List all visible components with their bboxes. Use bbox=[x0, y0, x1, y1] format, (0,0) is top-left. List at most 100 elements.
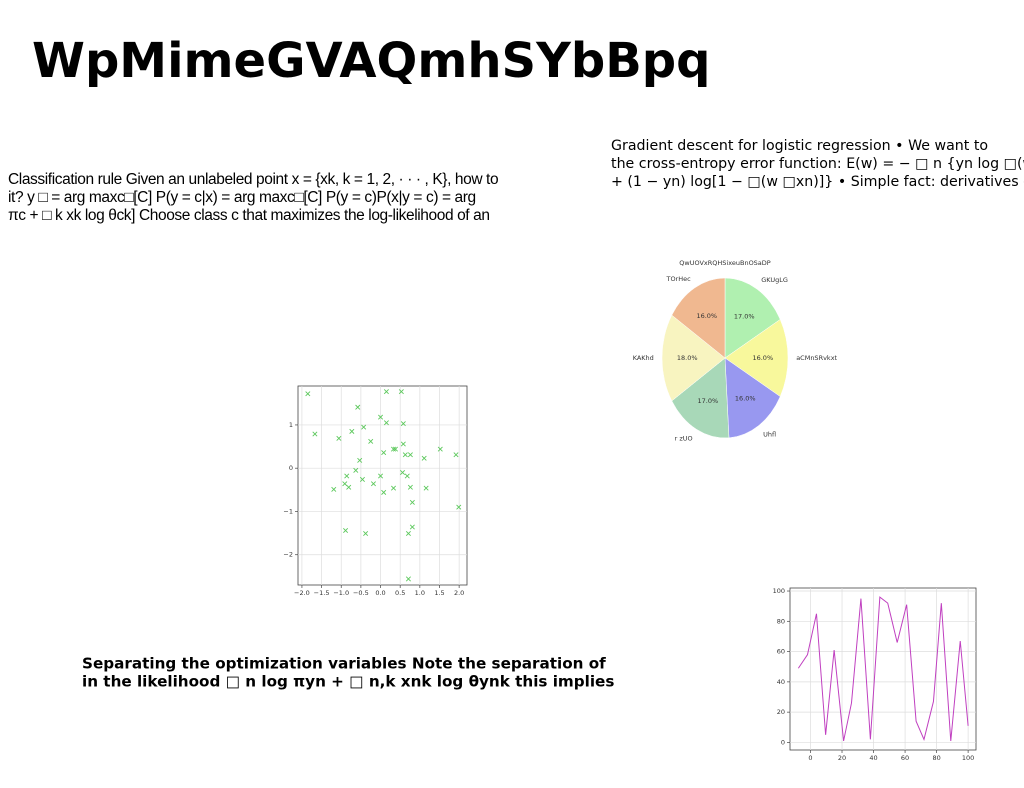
data-line bbox=[797, 596, 969, 742]
slice-label: KAKhd bbox=[633, 354, 654, 362]
scatter-point bbox=[361, 424, 367, 430]
paragraph-line: πc + □ k xk log θck] Choose class c that… bbox=[8, 207, 490, 224]
scatter-point bbox=[378, 473, 384, 479]
scatter-point bbox=[400, 441, 406, 447]
scatter-point bbox=[402, 452, 408, 458]
scatter-point bbox=[409, 524, 415, 530]
slice-value-label: 17.0% bbox=[698, 397, 719, 405]
y-tick-label: 80 bbox=[777, 617, 785, 625]
scatter-point bbox=[363, 531, 369, 537]
x-tick-label: −2.0 bbox=[294, 589, 310, 597]
scatter-point bbox=[378, 414, 384, 420]
scatter-point bbox=[383, 420, 389, 426]
scatter-point bbox=[423, 485, 429, 491]
scatter-point bbox=[357, 457, 363, 463]
scatter-point bbox=[400, 470, 406, 476]
x-tick-label: −1.0 bbox=[333, 589, 349, 597]
scatter-point bbox=[331, 486, 337, 492]
y-tick-label: 60 bbox=[777, 648, 785, 656]
y-tick-label: 100 bbox=[773, 587, 785, 595]
x-tick-label: 100 bbox=[962, 754, 974, 762]
paragraph-line: + (1 − yn) log[1 − □(w □xn)]} • Simple f… bbox=[611, 174, 1024, 190]
pie-slice bbox=[661, 314, 726, 402]
scatter-point bbox=[404, 473, 410, 479]
x-tick-label: 40 bbox=[869, 754, 877, 762]
x-tick-label: 0.5 bbox=[395, 589, 405, 597]
scatter-point bbox=[336, 435, 342, 441]
x-tick-label: −1.5 bbox=[314, 589, 330, 597]
scatter-point bbox=[407, 484, 413, 490]
scatter-point bbox=[355, 404, 361, 410]
scatter-point bbox=[344, 473, 350, 479]
slice-label: aCMnSRvkxt bbox=[796, 354, 837, 362]
slice-label: Uhfl bbox=[763, 430, 776, 438]
pie-slice bbox=[671, 277, 726, 359]
x-tick-label: 1.0 bbox=[415, 589, 425, 597]
slice-value-label: 18.0% bbox=[677, 354, 698, 362]
scatter-point bbox=[390, 446, 397, 452]
x-tick-label: −0.5 bbox=[353, 589, 369, 597]
scatter-point bbox=[370, 481, 376, 487]
scatter-point bbox=[368, 438, 374, 444]
scatter-point bbox=[405, 576, 411, 582]
scatter-point bbox=[453, 452, 459, 458]
x-tick-label: 80 bbox=[932, 754, 940, 762]
slice-label: GKUgLG bbox=[761, 276, 788, 284]
slice-label: TOrHec bbox=[665, 275, 691, 283]
y-tick-label: −2 bbox=[283, 551, 293, 559]
paragraph-line: it? y □ = arg maxc□[C] P(y = c|x) = arg … bbox=[8, 189, 476, 206]
paragraph-line: the cross-entropy error function: E(w) =… bbox=[611, 156, 1024, 172]
scatter-point bbox=[407, 452, 413, 458]
slice-value-label: 17.0% bbox=[734, 313, 755, 321]
x-tick-label: 60 bbox=[901, 754, 909, 762]
scatter-point bbox=[312, 431, 318, 437]
plot-frame bbox=[297, 385, 468, 586]
slice-value-label: 16.0% bbox=[696, 312, 717, 320]
paragraph-line: in the likelihood □ n log πyn + □ n,k xn… bbox=[82, 673, 614, 691]
scatter-point bbox=[381, 489, 387, 495]
y-tick-label: 20 bbox=[777, 708, 785, 716]
pie-slice bbox=[724, 357, 781, 439]
y-tick-label: 0 bbox=[781, 738, 785, 746]
chart-title: QwUOVxRQHSixeuBnOSaDP bbox=[679, 259, 771, 267]
pie-slice bbox=[724, 277, 781, 359]
x-tick-label: 2.0 bbox=[454, 589, 464, 597]
x-tick-label: 0.0 bbox=[375, 589, 385, 597]
paragraph-line: Gradient descent for logistic regression… bbox=[611, 138, 988, 154]
scatter-point bbox=[349, 428, 355, 434]
y-tick-label: 40 bbox=[777, 678, 785, 686]
slice-value-label: 16.0% bbox=[735, 395, 756, 403]
slice-label: r zUO bbox=[675, 435, 693, 443]
paragraph-line: Classification rule Given an unlabeled p… bbox=[8, 171, 498, 188]
scatter-point bbox=[409, 499, 415, 505]
scatter-point bbox=[346, 484, 352, 490]
scatter-point bbox=[421, 455, 427, 461]
scatter-point bbox=[305, 391, 311, 397]
x-tick-label: 1.5 bbox=[434, 589, 444, 597]
scatter-point bbox=[343, 527, 349, 534]
paragraph-line: Separating the optimization variables No… bbox=[82, 655, 606, 673]
scatter-point bbox=[390, 485, 397, 491]
scatter-point bbox=[398, 389, 404, 395]
x-tick-label: 20 bbox=[838, 754, 846, 762]
scatter-point bbox=[342, 481, 348, 487]
scatter-point bbox=[400, 421, 406, 427]
y-tick-label: −1 bbox=[283, 507, 293, 515]
x-tick-label: 0 bbox=[808, 754, 812, 762]
scatter-point bbox=[381, 450, 387, 456]
y-tick-label: 0 bbox=[289, 464, 293, 472]
scatter-point bbox=[353, 467, 359, 473]
scatter-point bbox=[437, 446, 443, 452]
pie-slice bbox=[724, 319, 789, 397]
scatter-point bbox=[392, 446, 398, 452]
slice-value-label: 16.0% bbox=[752, 354, 773, 362]
page-title: WpMimeGVAQmhSYbBpq bbox=[32, 33, 711, 89]
scatter-point bbox=[456, 504, 462, 510]
scatter-point bbox=[359, 476, 365, 482]
scatter-point bbox=[383, 389, 389, 395]
scatter-point bbox=[405, 531, 411, 537]
pie-slice bbox=[671, 357, 730, 439]
y-tick-label: 1 bbox=[289, 421, 293, 429]
plot-frame bbox=[789, 587, 977, 751]
